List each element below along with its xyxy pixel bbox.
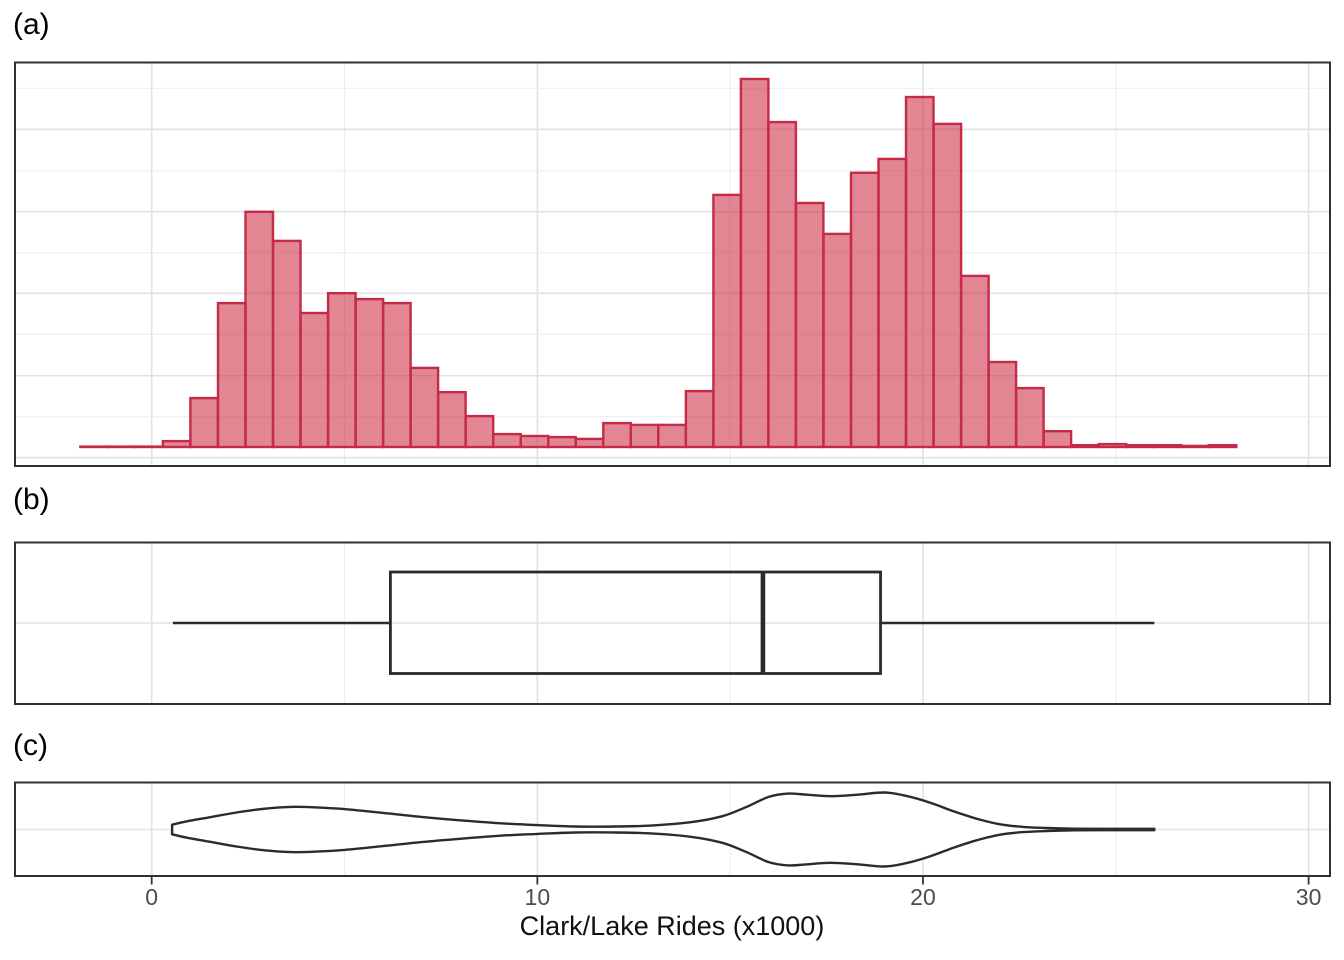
histogram-bar bbox=[381, 301, 412, 449]
histogram-bar bbox=[629, 423, 660, 449]
histogram-bar bbox=[684, 389, 715, 449]
histogram-bar bbox=[1180, 444, 1211, 449]
boxplot-box bbox=[389, 570, 882, 675]
histogram-bar bbox=[519, 434, 550, 449]
panel-c-label: (c) bbox=[13, 729, 48, 762]
histogram-bar bbox=[959, 274, 990, 449]
x-axis-tick-label: 20 bbox=[910, 884, 936, 910]
histogram-bar bbox=[932, 122, 963, 449]
histogram-bar bbox=[547, 435, 577, 449]
histogram-bar bbox=[1097, 442, 1128, 449]
violin-outline bbox=[170, 791, 1156, 868]
histogram-bar bbox=[354, 297, 385, 449]
histogram-bar bbox=[657, 423, 687, 449]
histogram-bar bbox=[189, 396, 220, 449]
histogram-bar bbox=[1207, 444, 1238, 449]
histogram-bar bbox=[1124, 444, 1155, 449]
x-axis-tick-label: 10 bbox=[525, 884, 551, 910]
histogram-bar bbox=[492, 432, 522, 449]
histogram-bar bbox=[849, 171, 880, 449]
histogram-bar bbox=[1152, 444, 1183, 449]
histogram-bar bbox=[574, 437, 605, 449]
histogram-bar bbox=[987, 360, 1018, 449]
panel-a-frame bbox=[14, 61, 1331, 467]
x-axis-tick-label: 30 bbox=[1296, 884, 1322, 910]
histogram-bar bbox=[602, 421, 632, 449]
histogram-bar bbox=[904, 95, 935, 449]
histogram-bar bbox=[739, 77, 770, 449]
x-axis-title: Clark/Lake Rides (x1000) bbox=[519, 911, 825, 941]
histogram-bar bbox=[326, 292, 357, 449]
histogram-bar bbox=[436, 391, 467, 449]
panel-c-frame bbox=[14, 781, 1331, 877]
histogram-bar bbox=[1069, 444, 1100, 449]
histogram-bar bbox=[822, 232, 853, 449]
histogram-bar bbox=[216, 301, 247, 449]
histogram-bar bbox=[1042, 430, 1073, 449]
histogram-bar bbox=[409, 366, 440, 449]
histogram-bar bbox=[712, 193, 743, 449]
panel-b-frame bbox=[14, 541, 1331, 705]
histogram-bar bbox=[1014, 386, 1045, 449]
histogram-bar bbox=[877, 157, 908, 449]
panel-b-label: (b) bbox=[13, 483, 50, 516]
histogram-bar bbox=[244, 210, 275, 449]
histogram-bar bbox=[299, 311, 330, 449]
histogram-bar bbox=[794, 201, 825, 449]
histogram-bar bbox=[161, 439, 192, 449]
histogram-bar bbox=[767, 120, 798, 449]
histogram-bar bbox=[464, 414, 495, 449]
histogram-bar bbox=[271, 239, 302, 449]
x-axis-tick-label: 0 bbox=[145, 884, 158, 910]
panel-a-label: (a) bbox=[13, 8, 50, 41]
